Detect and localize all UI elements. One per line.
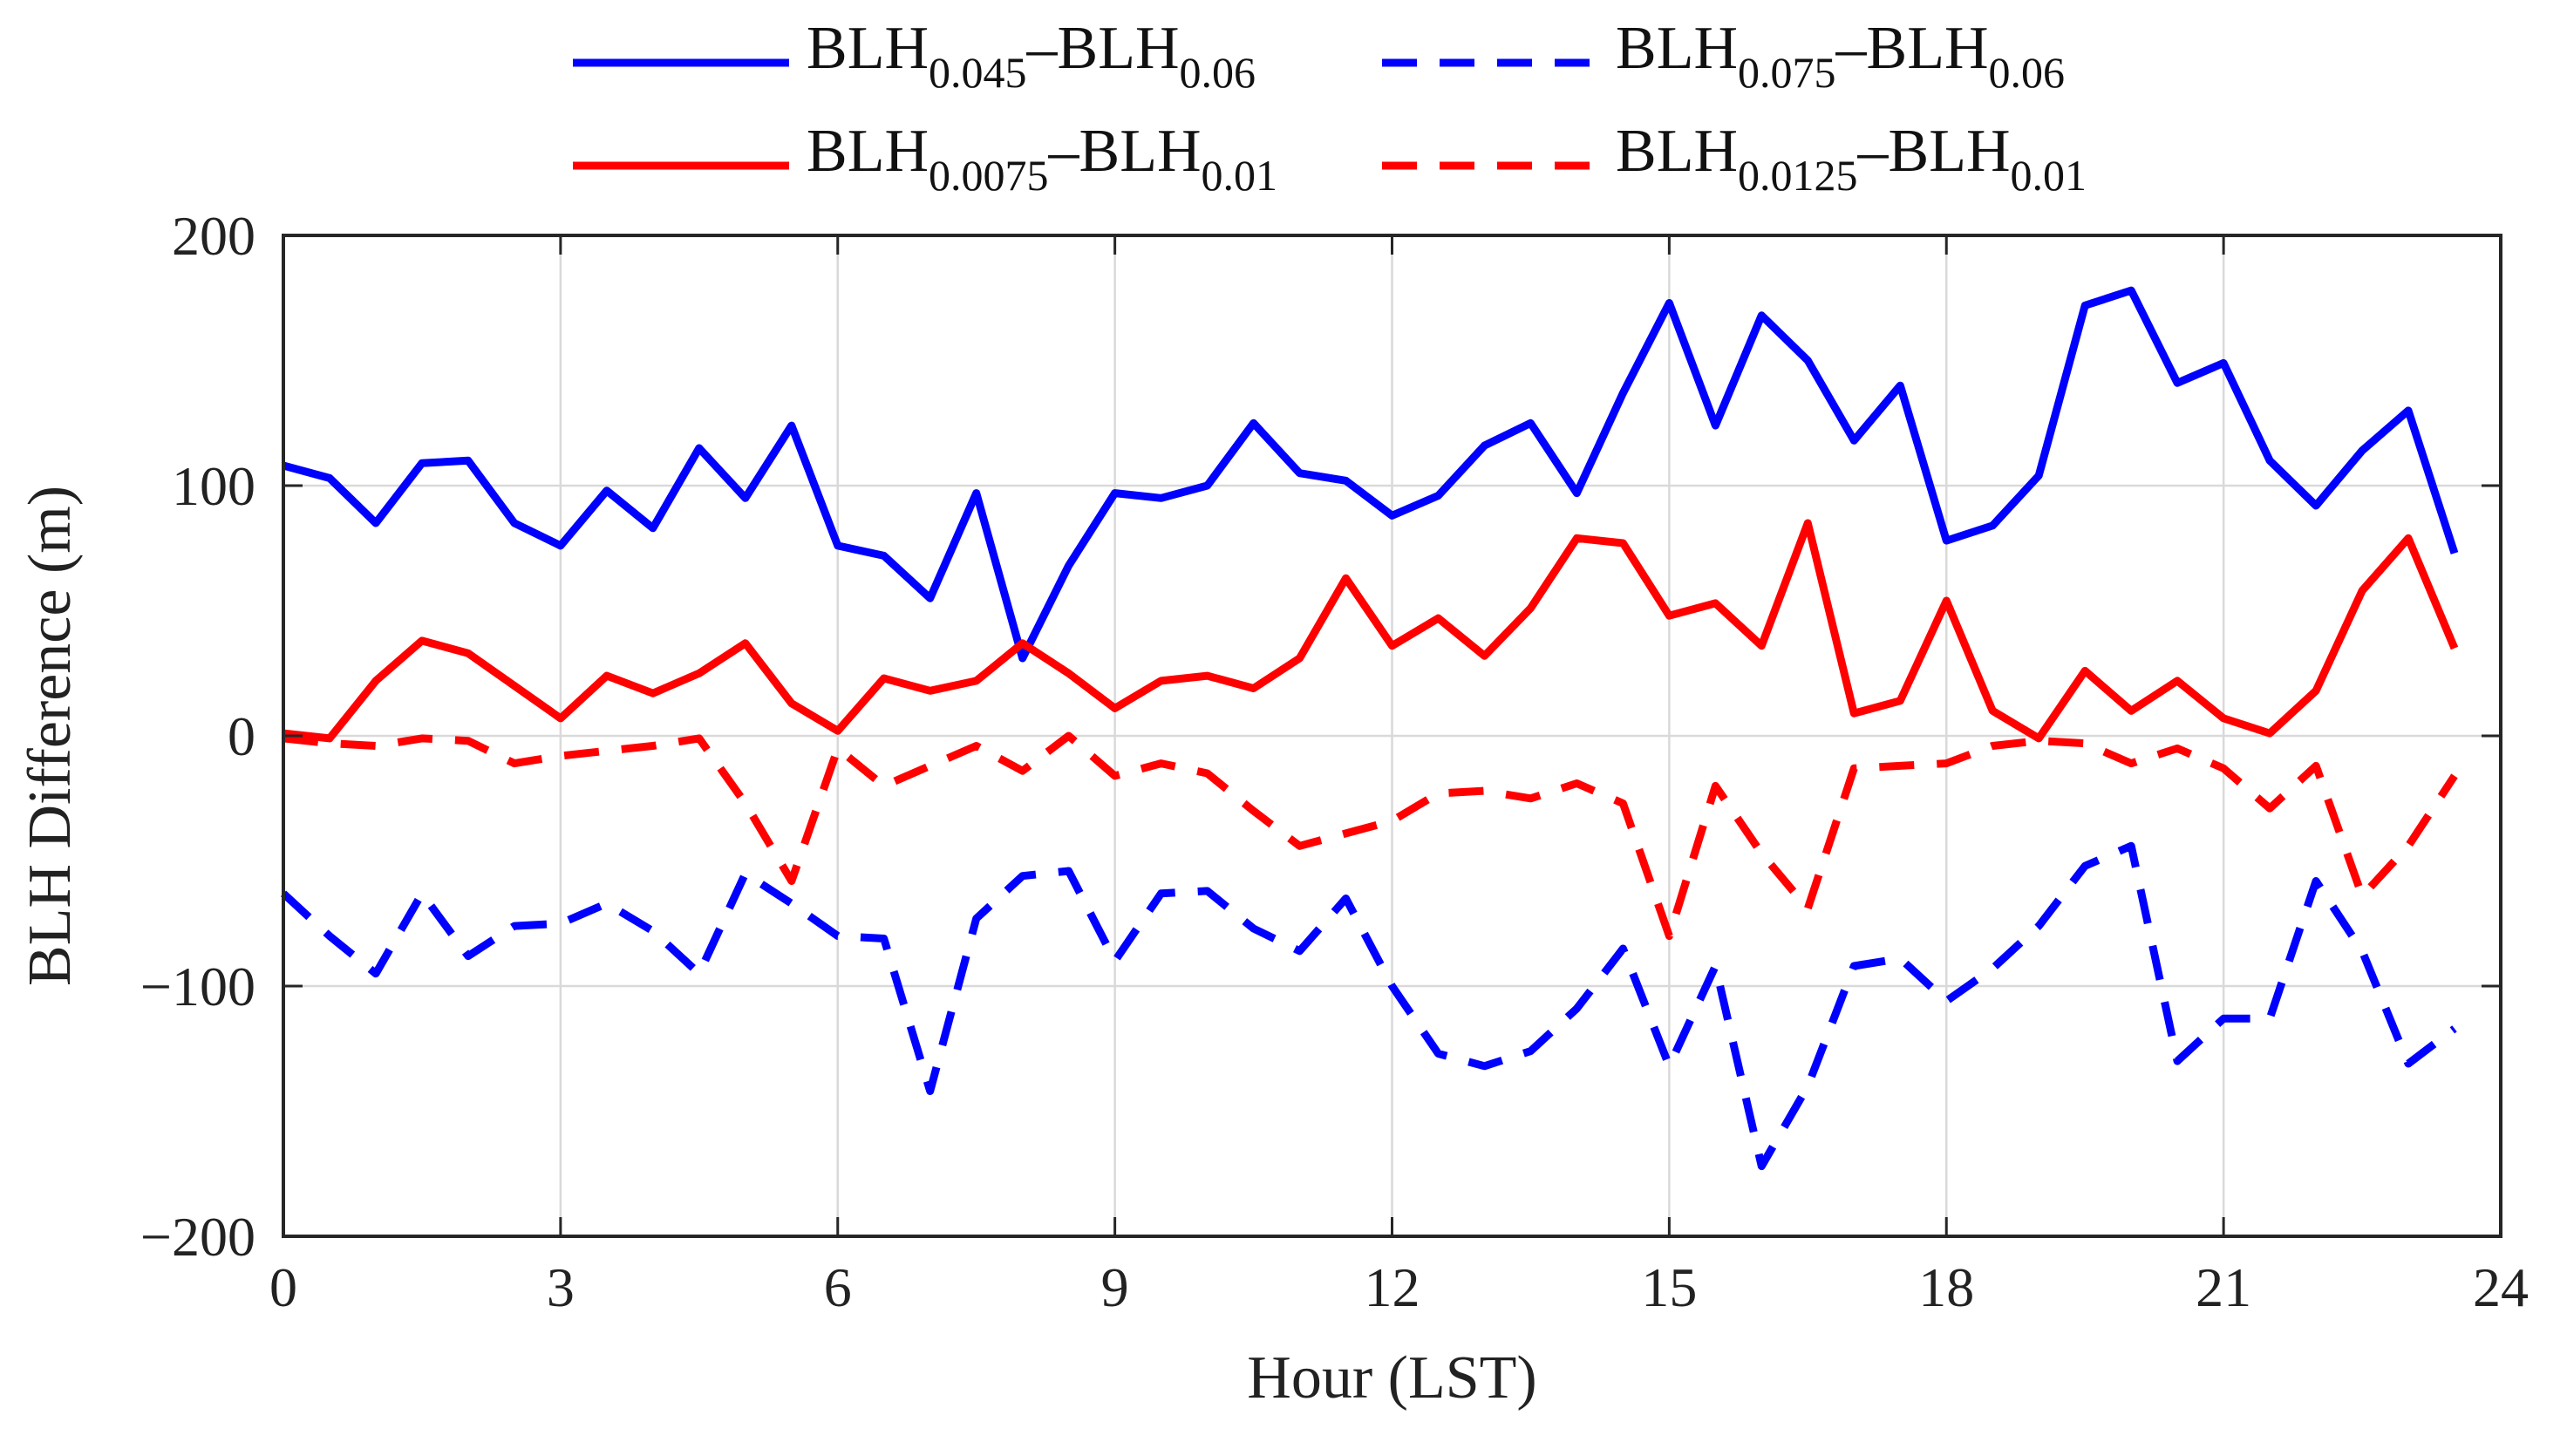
legend: BLH0.045–BLH0.06 BLH0.075–BLH0.06 BLH0.0…: [573, 15, 2087, 200]
y-axis-title: BLH Difference (m): [17, 486, 84, 986]
y-tick-label: 200: [172, 205, 255, 267]
legend-entry-blh-00125-minus-blh-001: BLH0.0125–BLH0.01: [1616, 118, 2087, 200]
series-group: [280, 286, 2459, 1171]
x-tick-label: 18: [1918, 1256, 1974, 1318]
x-tick-label: 15: [1641, 1256, 1697, 1318]
y-tick-label: 0: [228, 705, 255, 767]
legend-entry-blh-0075-minus-blh-006: BLH0.075–BLH0.06: [1616, 15, 2065, 97]
series-line-blh-0045-minus-blh-006: [282, 286, 2459, 663]
x-tick-label: 9: [1101, 1256, 1129, 1318]
y-tick-label: 100: [172, 455, 255, 517]
series-line-blh-00125-minus-blh-001: [283, 731, 2458, 941]
series-line-blh-00075-minus-blh-001: [283, 519, 2459, 743]
axis-ticks: [282, 234, 2502, 1238]
legend-entry-blh-0045-minus-blh-006: BLH0.045–BLH0.06: [807, 15, 1256, 97]
x-tick-label: 3: [547, 1256, 575, 1318]
legend-entry-blh-00075-minus-blh-001: BLH0.0075–BLH0.01: [807, 118, 1277, 200]
x-tick-label: 12: [1365, 1256, 1420, 1318]
x-tick-label: 24: [2473, 1256, 2529, 1318]
x-tick-label: 6: [824, 1256, 852, 1318]
x-axis-title: Hour (LST): [1247, 1344, 1536, 1412]
x-tick-label: 0: [269, 1256, 297, 1318]
y-tick-label: −200: [140, 1206, 255, 1268]
y-tick-label: −100: [140, 956, 255, 1017]
series-line-blh-0075-minus-blh-006: [280, 841, 2457, 1171]
x-tick-label: 21: [2196, 1256, 2251, 1318]
tick-labels: 0 3 6 9 12 15 18 21 24 −200 −100 0 100 200: [140, 205, 2529, 1318]
